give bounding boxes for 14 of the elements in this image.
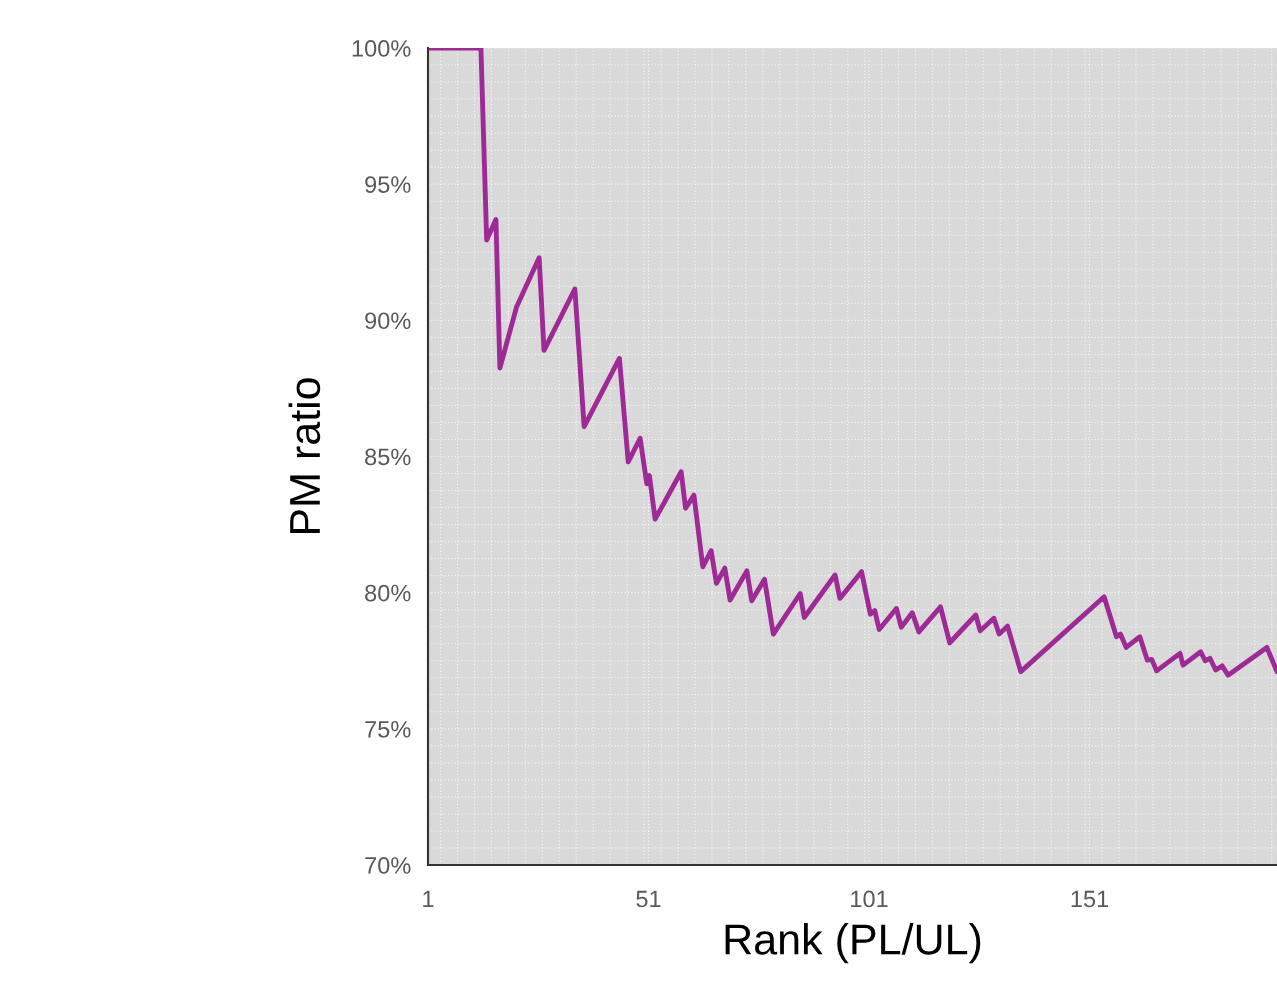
y-tick-label: 90% [365,312,411,330]
x-tick-label: 151 [1071,890,1109,908]
x-axis-title: Rank (PL/UL) [725,923,981,964]
y-tick-label: 95% [365,176,411,193]
x-tick-label: 101 [851,890,888,908]
y-tick-label: 100% [352,40,411,57]
y-tick-label: 75% [365,721,411,738]
line-series [428,48,1277,678]
x-tick-label: 51 [636,890,661,908]
x-tick-label: 1 [423,890,434,908]
y-tick-label: 85% [365,448,411,466]
y-tick-label: 80% [365,584,411,602]
y-tick-label: 70% [365,857,411,874]
y-axis-title: PM ratio [288,378,321,534]
